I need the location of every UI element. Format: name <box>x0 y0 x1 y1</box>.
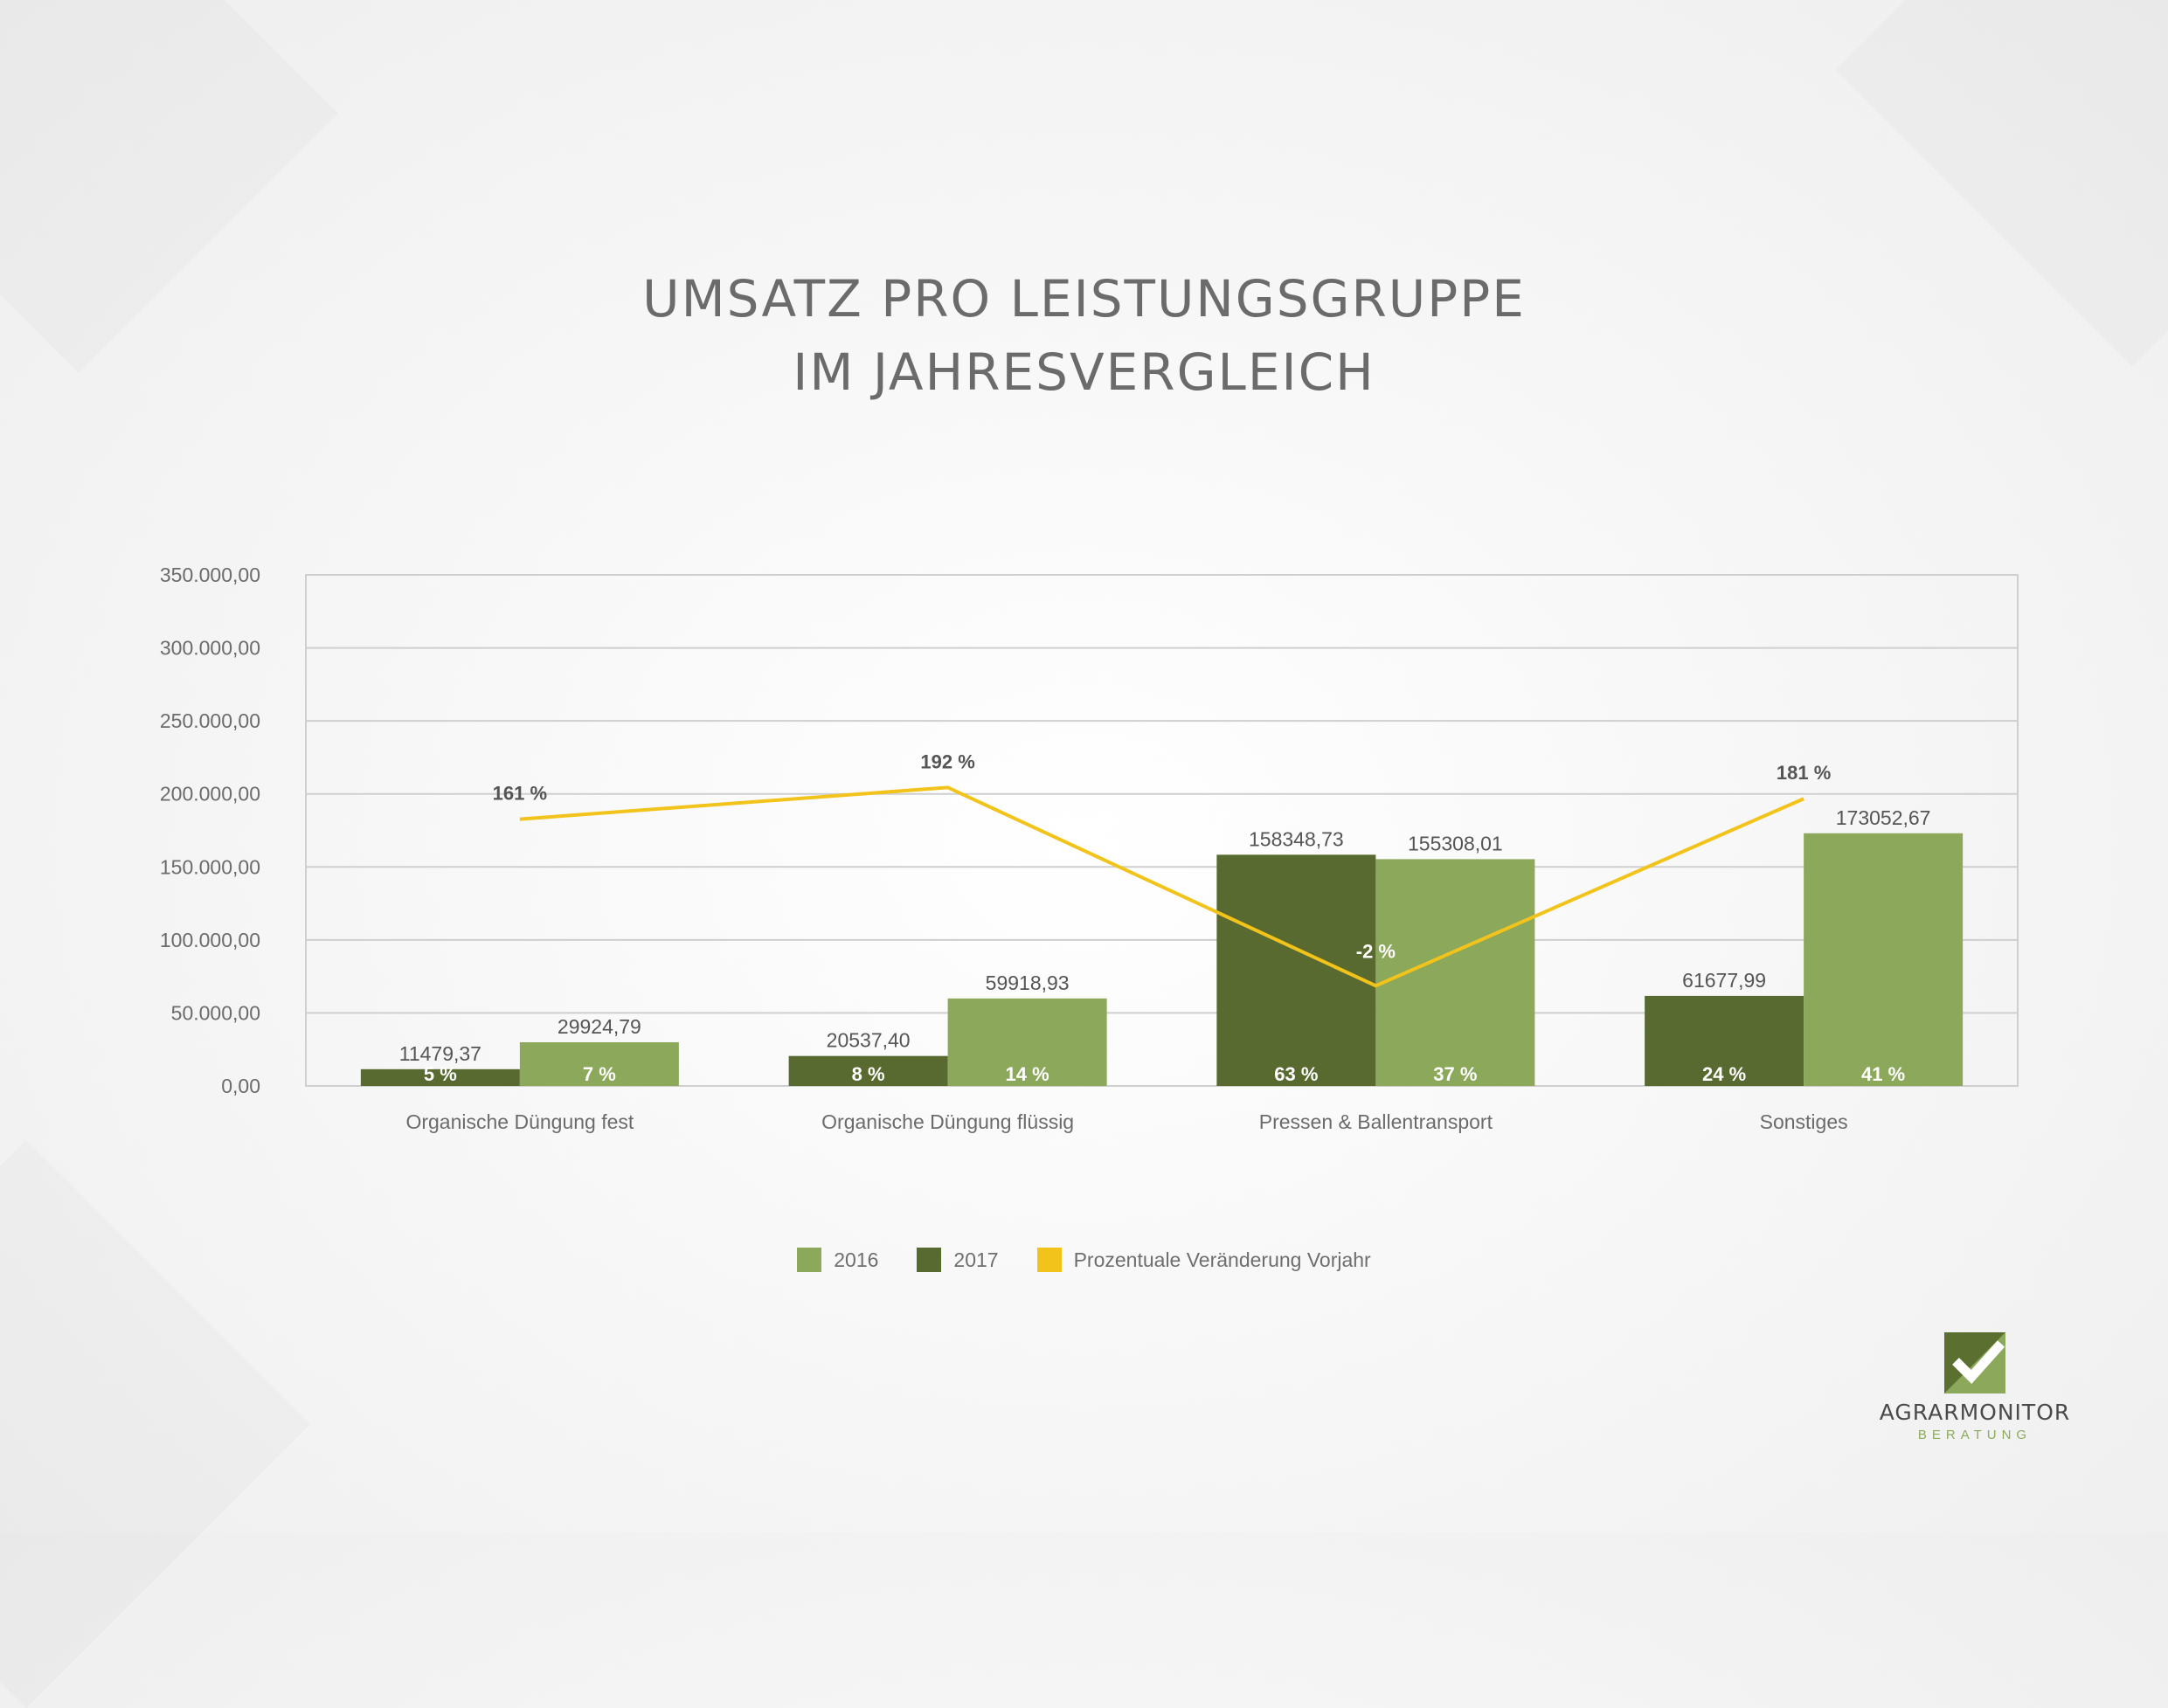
x-category-label: Organische Düngung fest <box>405 1110 634 1133</box>
change-label: 181 % <box>1777 762 1831 784</box>
change-line <box>519 785 1804 988</box>
legend-swatch-2017 <box>917 1248 942 1272</box>
y-tick-label: 200.000,00 <box>160 783 260 806</box>
chart-title-line2: IM JAHRESVERGLEICH <box>793 342 1375 402</box>
change-label: -2 % <box>1356 940 1396 962</box>
legend-swatch-change <box>1036 1248 1062 1272</box>
data-label-2016: 173052,67 <box>1836 806 1931 829</box>
data-label-2016: 59918,93 <box>986 972 1070 994</box>
chart-legend: 2016 2017 Prozentuale Veränderung Vorjah… <box>0 1248 2168 1272</box>
change-label: 192 % <box>920 750 974 772</box>
share-label-2016: 14 % <box>1006 1063 1049 1085</box>
y-tick-label: 50.000,00 <box>171 1001 260 1024</box>
x-category-label: Pressen & Ballentransport <box>1259 1110 1493 1133</box>
y-tick-label: 150.000,00 <box>160 855 260 878</box>
y-tick-label: 300.000,00 <box>160 637 260 660</box>
y-tick-label: 100.000,00 <box>160 929 260 951</box>
bar-2017 <box>360 1068 520 1086</box>
share-label-2016: 41 % <box>1861 1063 1905 1085</box>
chart-title: UMSATZ PRO LEISTUNGSGRUPPE IM JAHRESVERG… <box>0 262 2168 409</box>
bar-2016 <box>519 1041 679 1086</box>
legend-label-change: Prozentuale Veränderung Vorjahr <box>1073 1248 1371 1271</box>
bar-2017 <box>1645 995 1804 1086</box>
share-label-2017: 8 % <box>852 1063 885 1085</box>
bar-line-chart: 0,00 50.000,00 100.000,00 150.000,00 200.000… <box>160 564 2019 1133</box>
y-tick-label: 350.000,00 <box>160 564 260 586</box>
data-label-2016: 155308,01 <box>1408 832 1503 854</box>
data-label-2017: 20537,40 <box>827 1029 911 1052</box>
legend-item-2016: 2016 <box>797 1248 878 1272</box>
logo-subtitle: BERATUNG <box>1917 1428 2033 1442</box>
x-category-label: Organische Düngung flüssig <box>821 1110 1074 1133</box>
y-tick-label: 0,00 <box>221 1075 260 1097</box>
share-label-2017: 5 % <box>424 1063 457 1085</box>
bar-2016 <box>947 998 1107 1086</box>
y-tick-label: 250.000,00 <box>160 709 260 732</box>
data-label-2017: 158348,73 <box>1249 827 1344 850</box>
share-label-2016: 7 % <box>583 1063 616 1085</box>
share-label-2016: 37 % <box>1433 1063 1477 1085</box>
legend-swatch-2016 <box>797 1248 822 1272</box>
bar-2016 <box>1375 859 1535 1086</box>
x-category-label: Sonstiges <box>1760 1110 1848 1133</box>
bar-2016 <box>1804 833 1964 1086</box>
legend-label-2016: 2016 <box>834 1248 879 1271</box>
share-label-2017: 63 % <box>1274 1063 1318 1085</box>
bar-2017 <box>788 1055 948 1086</box>
agrarmonitor-logo-icon <box>1944 1332 2005 1393</box>
data-label-2016: 29924,79 <box>558 1015 641 1038</box>
data-label-2017: 61677,99 <box>1682 969 1766 992</box>
logo-name: AGRARMONITOR <box>1879 1400 2071 1425</box>
legend-item-2017: 2017 <box>917 1248 999 1272</box>
legend-label-2017: 2017 <box>953 1248 999 1271</box>
change-label: 161 % <box>493 783 547 805</box>
data-label-2017: 11479,37 <box>399 1042 481 1065</box>
bar-2017 <box>1216 854 1376 1086</box>
legend-item-change: Prozentuale Veränderung Vorjahr <box>1036 1248 1371 1272</box>
share-label-2017: 24 % <box>1702 1063 1746 1085</box>
chart-title-line1: UMSATZ PRO LEISTUNGSGRUPPE <box>642 269 1526 328</box>
